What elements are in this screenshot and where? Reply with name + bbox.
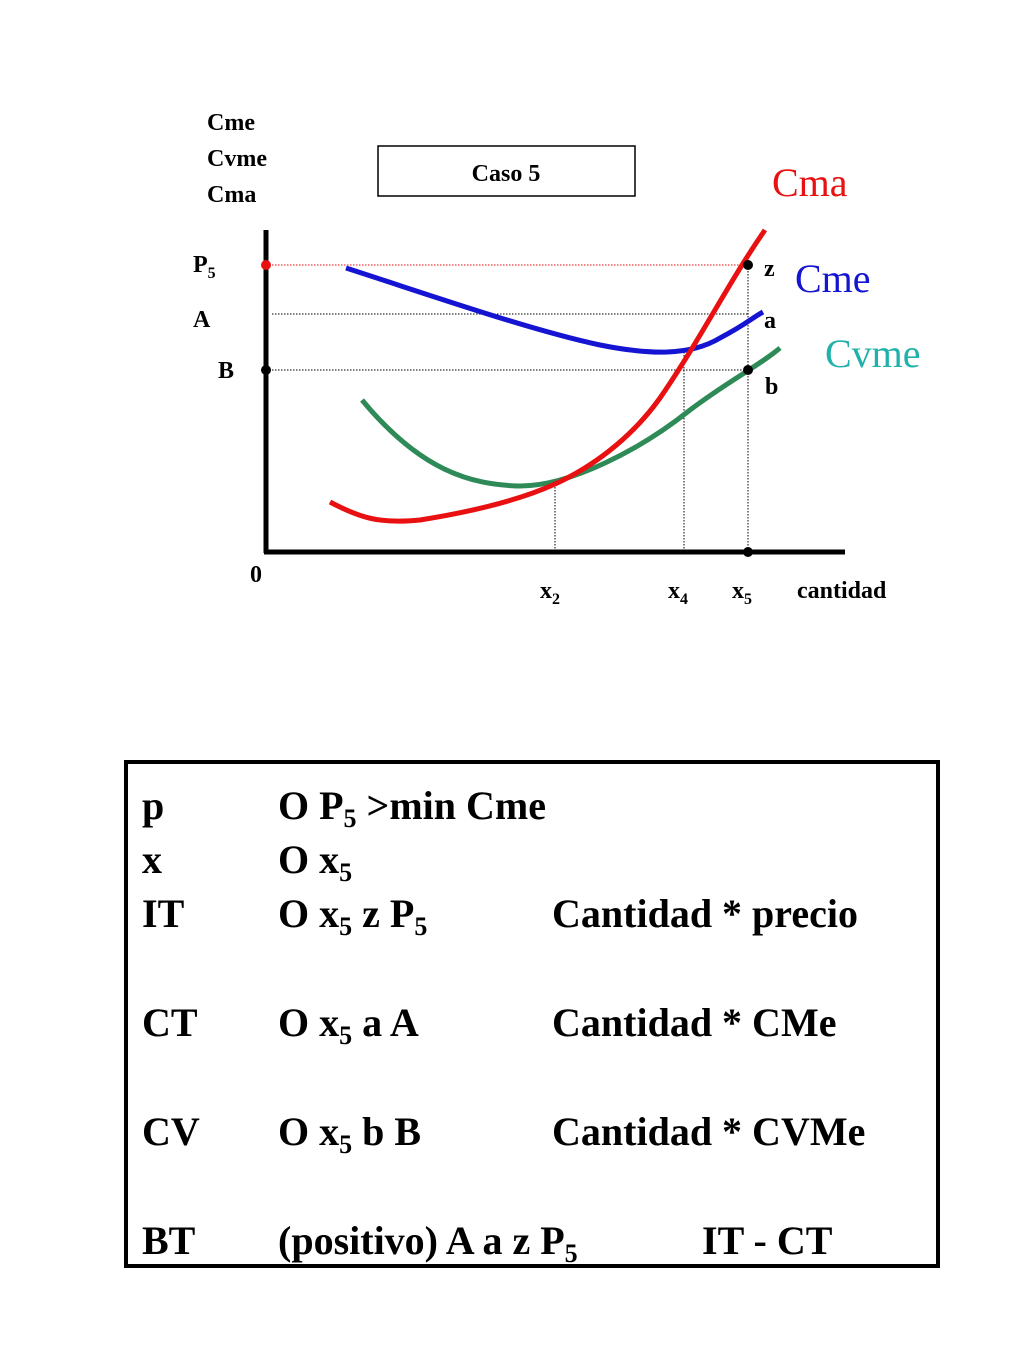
point-label-z: z xyxy=(764,256,775,282)
point-label-b: b xyxy=(765,374,778,400)
row-area: O x5 b B xyxy=(278,1109,422,1159)
row-area: O x5 z P5 xyxy=(278,891,428,941)
cma-curve-label: Cma xyxy=(772,160,848,205)
row-term: x xyxy=(142,837,162,882)
point-label-a: a xyxy=(764,308,776,334)
x-tick-label: x2 xyxy=(540,578,560,608)
origin-label: 0 xyxy=(250,562,262,588)
row-term: p xyxy=(142,783,165,828)
row-area: O P5 >min Cme xyxy=(278,783,546,833)
summary-table: p O P5 >min Cme x O x5 IT O x5 z P5 Cant… xyxy=(124,760,940,1268)
row-formula: IT - CT xyxy=(702,1218,833,1263)
row-area: O x5 a A xyxy=(278,1000,419,1050)
b-point-marker xyxy=(743,365,753,375)
row-term: CV xyxy=(142,1109,200,1154)
row-term: CT xyxy=(142,1000,198,1045)
row-term: BT xyxy=(142,1218,196,1263)
y-tick-label: P5 xyxy=(193,252,216,282)
row-formula: Cantidad * CVMe xyxy=(552,1109,866,1154)
y-axis-label-line: Cvme xyxy=(207,146,267,172)
row-formula: Cantidad * CMe xyxy=(552,1000,837,1045)
x-axis-label: cantidad xyxy=(797,578,887,604)
x-tick-label: x5 xyxy=(732,578,752,608)
x-tick-label: x4 xyxy=(668,578,688,608)
x5-axis-marker xyxy=(743,547,753,557)
case-box-label: Caso 5 xyxy=(472,161,541,187)
y-axis-label-line: Cme xyxy=(207,110,255,136)
case-box xyxy=(377,145,636,197)
price-marker xyxy=(261,260,271,270)
row-area: (positivo) A a z P5 xyxy=(278,1218,578,1268)
cma-curve xyxy=(328,228,768,524)
cme-curve xyxy=(345,265,765,355)
cvme-curve-label: Cvme xyxy=(825,331,921,376)
row-area: O x5 xyxy=(278,837,353,887)
y-tick-label: B xyxy=(218,358,234,384)
cost-curves-diagram: Cme Cvme Cma Caso 5 Cma Cme Cvme P5 A B … xyxy=(193,110,921,608)
y-axis-label-line: Cma xyxy=(207,182,256,208)
row-formula: Cantidad * precio xyxy=(552,891,858,936)
y-tick-label: A xyxy=(193,307,211,333)
row-term: IT xyxy=(142,891,185,936)
z-point-marker xyxy=(743,260,753,270)
cvme-curve xyxy=(360,346,782,489)
b-axis-marker xyxy=(261,365,271,375)
cme-curve-label: Cme xyxy=(795,256,871,301)
